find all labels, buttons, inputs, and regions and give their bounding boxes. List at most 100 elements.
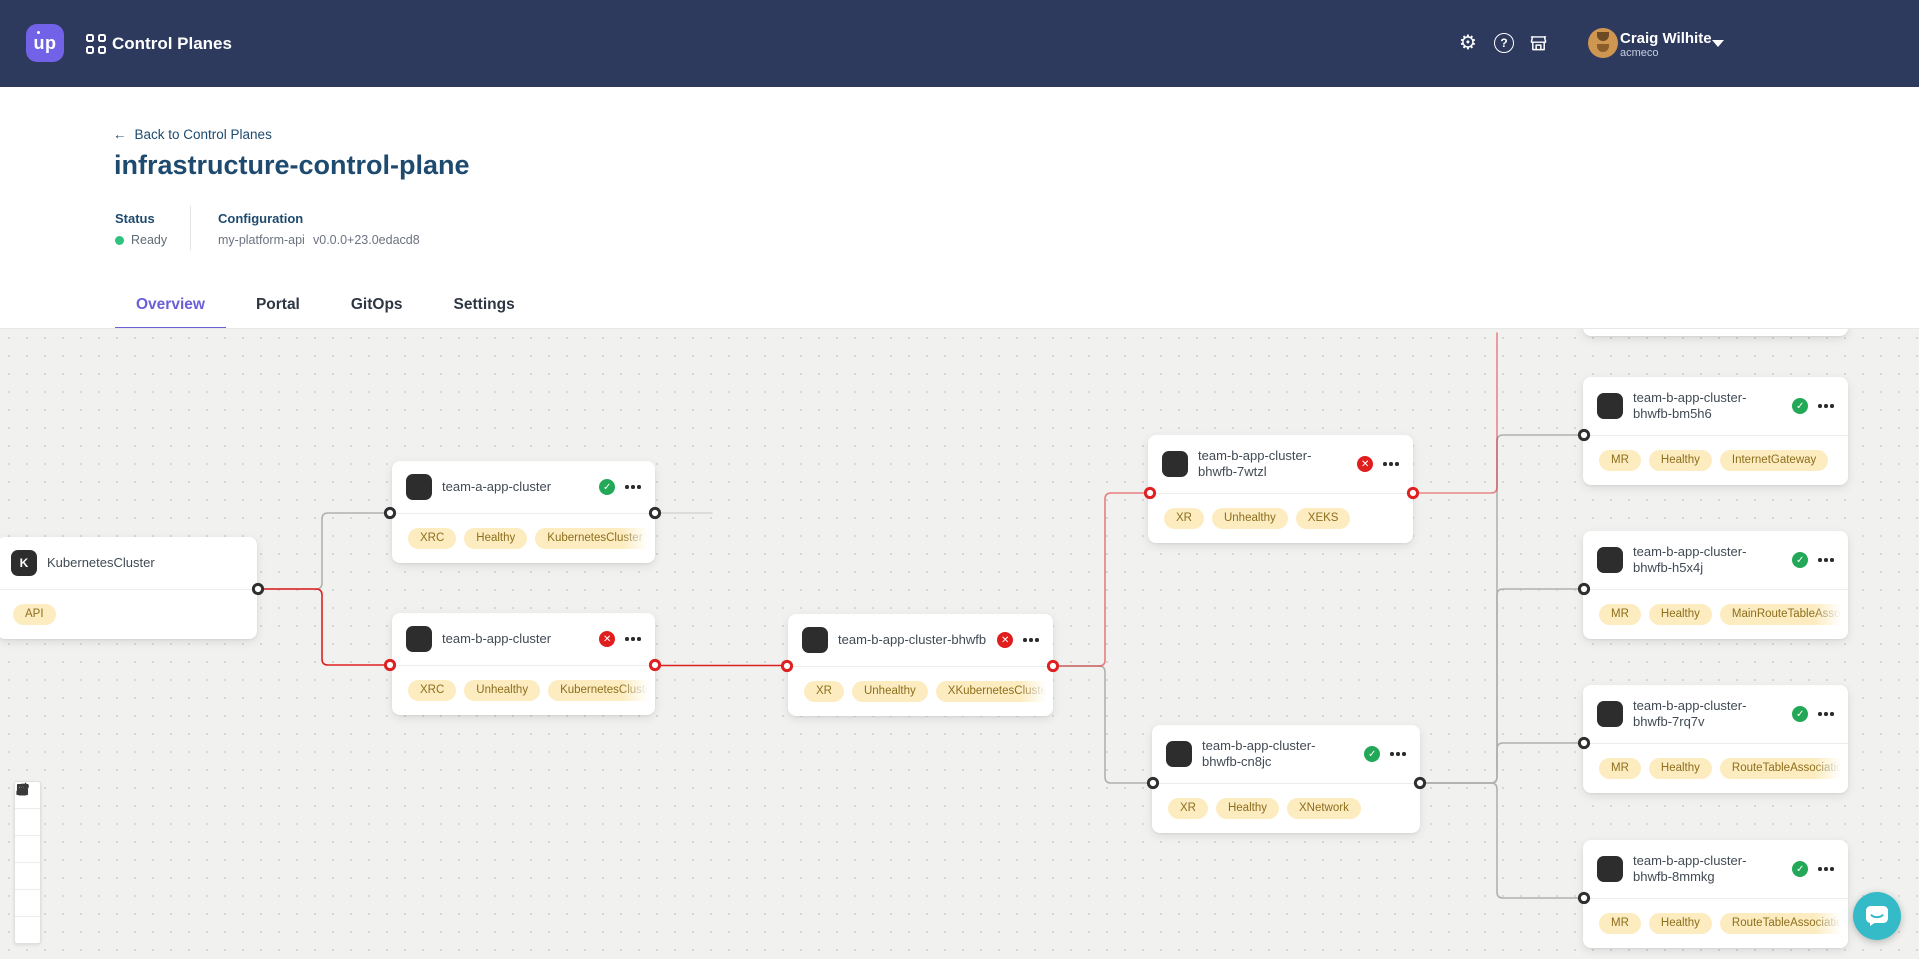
- node-badges: API: [0, 589, 257, 638]
- zoom-out-button[interactable]: [15, 788, 40, 836]
- badge: MainRouteTableAssociation: [1719, 603, 1848, 625]
- xr-icon: [1149, 437, 1188, 477]
- tab-overview[interactable]: Overview: [115, 293, 226, 330]
- node-title: team-b-app-cluster-bhwfb: [838, 632, 987, 648]
- badge: Unhealthy: [1211, 507, 1288, 529]
- badge: MR: [1599, 603, 1641, 625]
- node-menu-button[interactable]: [1818, 863, 1834, 875]
- badge: XR: [1164, 507, 1204, 529]
- node-menu-button[interactable]: [1383, 458, 1399, 470]
- zoom-in-button[interactable]: [15, 782, 40, 809]
- node-menu-button[interactable]: [1818, 554, 1834, 566]
- node-badges: XRC Healthy KubernetesCluster: [392, 513, 655, 562]
- node-team-b-app-cluster-bhwfb-7wtzl[interactable]: team-b-app-cluster-bhwfb-7wtzl ✕ XR Unhea…: [1148, 435, 1413, 543]
- badge: XKubernetesCluster: [935, 680, 1053, 702]
- node-menu-button[interactable]: [625, 633, 641, 645]
- badge: KubernetesCluster: [535, 527, 655, 549]
- status-healthy-icon: ✓: [599, 479, 616, 495]
- back-link[interactable]: ← Back to Control Planes: [113, 127, 272, 142]
- badge: XNetwork: [1286, 797, 1361, 819]
- mr-icon: [1584, 686, 1623, 727]
- node-header: team-b-app-cluster-bhwfb ✕: [788, 614, 1053, 666]
- badge: MR: [1599, 912, 1641, 934]
- badge: XEKS: [1295, 507, 1351, 529]
- apps-grid-icon[interactable]: [86, 34, 106, 54]
- user-name: Craig Wilhite: [1620, 30, 1712, 47]
- status-unhealthy-icon: ✕: [1357, 456, 1374, 472]
- tab-settings[interactable]: Settings: [453, 296, 515, 313]
- node-team-b-app-cluster-bhwfb-bm5h6[interactable]: team-b-app-cluster-bhwfb-bm5h6 ✓ MR Healt…: [1583, 377, 1848, 485]
- intercom-launcher[interactable]: [1853, 892, 1901, 940]
- node-team-b-app-cluster-bhwfb-7rq7v[interactable]: team-b-app-cluster-bhwfb-7rq7v ✓ MR Healt…: [1583, 685, 1848, 793]
- badge: RouteTableAssociation: [1719, 757, 1848, 779]
- node-team-b-app-cluster-bhwfb-cn8jc[interactable]: team-b-app-cluster-bhwfb-cn8jc ✓ XR Healt…: [1152, 725, 1420, 833]
- tab-gitops[interactable]: GitOps: [350, 296, 403, 313]
- chevron-down-icon[interactable]: [1712, 40, 1724, 47]
- lock-button[interactable]: [15, 784, 40, 890]
- node-badges: XR Unhealthy XEKS: [1148, 493, 1413, 542]
- badge: MR: [1599, 449, 1641, 471]
- node-header: team-b-app-cluster-bhwfb-h5x4j ✓: [1583, 531, 1848, 589]
- status-label: Status: [115, 211, 155, 226]
- node-menu-button[interactable]: [1818, 708, 1834, 720]
- app-title: Control Planes: [112, 34, 232, 53]
- badge: XRC: [408, 679, 457, 701]
- status-healthy-icon: ✓: [1364, 746, 1381, 762]
- gear-icon[interactable]: ⚙: [1459, 32, 1477, 54]
- badge: InternetGateway: [1719, 449, 1829, 471]
- fit-view-button[interactable]: [15, 783, 40, 863]
- mr-icon: [1584, 378, 1623, 419]
- tab-portal[interactable]: Portal: [255, 296, 300, 313]
- node-menu-button[interactable]: [1818, 400, 1834, 412]
- badge: Healthy: [1648, 757, 1712, 779]
- mr-icon: [1584, 532, 1623, 573]
- badge: RouteTableAssociation: [1719, 912, 1848, 934]
- zoom-in-icon: [16, 783, 29, 796]
- node-header: team-b-app-cluster-bhwfb-8mmkg ✓: [1583, 840, 1848, 898]
- node-badges: MR Healthy MainRouteTableAssociation: [1583, 589, 1848, 638]
- node-title: team-a-app-cluster: [442, 479, 552, 495]
- status-ready-dot: [115, 235, 124, 245]
- rotate-button[interactable]: [15, 782, 40, 917]
- divider: [190, 206, 191, 250]
- node-team-b-app-cluster-bhwfb-h5x4j[interactable]: team-b-app-cluster-bhwfb-h5x4j ✓ MR Healt…: [1583, 531, 1848, 639]
- tab-bar: Overview Portal GitOps Settings: [115, 293, 536, 330]
- node-team-b-app-cluster-bhwfb-8mmkg[interactable]: team-b-app-cluster-bhwfb-8mmkg ✓ MR Healt…: [1583, 840, 1848, 948]
- xr-icon: [1153, 727, 1192, 767]
- node-menu-button[interactable]: [1390, 748, 1406, 760]
- node-badges: MR Healthy RouteTableAssociation: [1583, 898, 1848, 947]
- node-team-a-app-cluster[interactable]: team-a-app-cluster ✓ XRC Healthy Kubernete…: [392, 461, 655, 563]
- refresh-button[interactable]: [15, 783, 40, 943]
- node-header: team-b-app-cluster-bhwfb-cn8jc ✓: [1152, 725, 1420, 783]
- node-header: team-a-app-cluster ✓: [392, 461, 655, 513]
- node-menu-button[interactable]: [625, 481, 641, 493]
- node-badges: MR Healthy InternetGateway: [1583, 435, 1848, 484]
- graph-canvas[interactable]: K KubernetesCluster API team-a-app-clust…: [0, 328, 1919, 959]
- badge: Unhealthy: [851, 680, 928, 702]
- node-kubernetescluster[interactable]: K KubernetesCluster API: [0, 537, 257, 639]
- status-healthy-icon: ✓: [1792, 398, 1809, 414]
- badge: Healthy: [1215, 797, 1279, 819]
- node-title: team-b-app-cluster-bhwfb-bm5h6: [1633, 390, 1747, 421]
- configuration-label: Configuration: [218, 211, 304, 226]
- badge: API: [13, 603, 56, 625]
- avatar[interactable]: [1588, 28, 1618, 58]
- upbound-logo[interactable]: up: [26, 24, 64, 62]
- node-header: team-b-app-cluster ✕: [392, 613, 655, 665]
- configuration-version: v0.0.0+23.0edacd8: [313, 233, 420, 247]
- marketplace-icon[interactable]: [1528, 33, 1549, 59]
- node-header: team-b-app-cluster-bhwfb-7rq7v ✓: [1583, 685, 1848, 743]
- node-team-b-app-cluster-bhwfb[interactable]: team-b-app-cluster-bhwfb ✕ XR Unhealthy XK…: [788, 614, 1053, 716]
- node-badges: XR Unhealthy XKubernetesCluster: [788, 666, 1053, 715]
- node-title: team-b-app-cluster-bhwfb-7wtzl: [1198, 448, 1312, 479]
- node-title: KubernetesCluster: [47, 555, 155, 571]
- badge: KubernetesCluster: [548, 679, 655, 701]
- node-team-b-app-cluster[interactable]: team-b-app-cluster ✕ XRC Unhealthy Kuberne…: [392, 613, 655, 715]
- node-title: team-b-app-cluster: [442, 631, 552, 647]
- node-menu-button[interactable]: [1023, 634, 1039, 646]
- node-partial[interactable]: [1583, 329, 1848, 336]
- back-label: Back to Control Planes: [134, 127, 272, 142]
- badge: XR: [1168, 797, 1208, 819]
- help-icon[interactable]: ?: [1494, 33, 1514, 53]
- status-healthy-icon: ✓: [1792, 706, 1809, 722]
